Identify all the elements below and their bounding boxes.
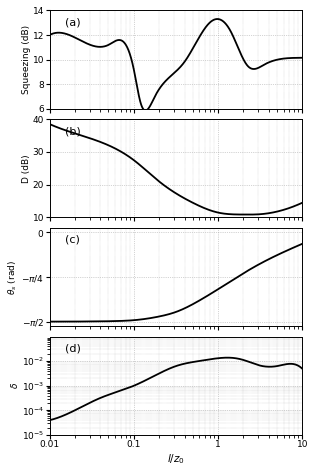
Y-axis label: $\delta$: $\delta$ xyxy=(9,382,20,389)
Text: (d): (d) xyxy=(65,343,81,353)
Text: (c): (c) xyxy=(65,235,80,245)
Text: (b): (b) xyxy=(65,126,80,136)
Y-axis label: D (dB): D (dB) xyxy=(22,154,31,183)
Text: (a): (a) xyxy=(65,18,80,27)
X-axis label: $l/z_0$: $l/z_0$ xyxy=(167,452,185,466)
Y-axis label: Squeezing (dB): Squeezing (dB) xyxy=(22,25,31,94)
Y-axis label: $\theta_s$ (rad): $\theta_s$ (rad) xyxy=(7,260,20,295)
